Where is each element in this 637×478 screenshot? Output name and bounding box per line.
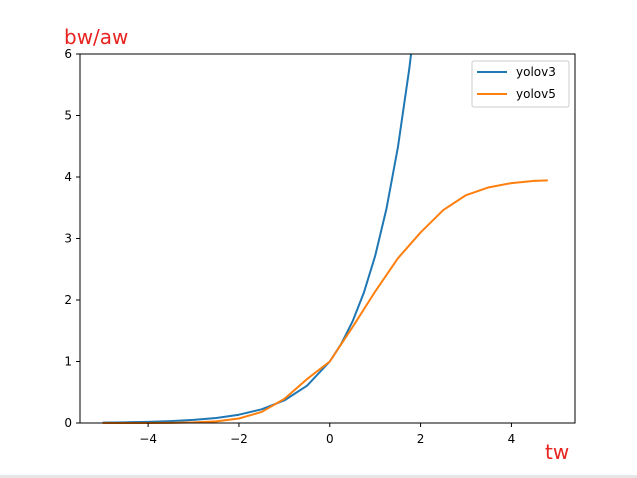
- x-axis-label: tw: [545, 440, 569, 464]
- y-tick-label: 4: [64, 170, 72, 184]
- legend-label-yolov5: yolov5: [516, 87, 556, 101]
- y-tick-label: 6: [64, 47, 72, 61]
- series-line-yolov5: [102, 179, 548, 424]
- x-tick-label: −4: [139, 432, 157, 446]
- y-tick-label: 3: [64, 232, 72, 246]
- plot-lines: [102, 53, 548, 424]
- y-tick-label: 5: [64, 109, 72, 123]
- y-axis-label: bw/aw: [64, 25, 128, 49]
- legend-label-yolov3: yolov3: [516, 65, 556, 79]
- x-tick-label: −2: [230, 432, 248, 446]
- x-axis-ticks: −4 −2 0 2 4: [139, 423, 515, 446]
- x-tick-label: 0: [326, 432, 334, 446]
- y-tick-label: 1: [64, 355, 72, 369]
- x-tick-label: 2: [417, 432, 425, 446]
- y-axis-ticks: 0 1 2 3 4 5 6: [64, 47, 80, 430]
- y-tick-label: 0: [64, 416, 72, 430]
- plot-frame: [79, 53, 576, 424]
- y-tick-label: 2: [64, 293, 72, 307]
- bottom-strip: [0, 475, 637, 478]
- series-line-yolov3: [102, 53, 413, 424]
- x-tick-label: 4: [508, 432, 516, 446]
- legend: yolov3 yolov5: [471, 60, 570, 108]
